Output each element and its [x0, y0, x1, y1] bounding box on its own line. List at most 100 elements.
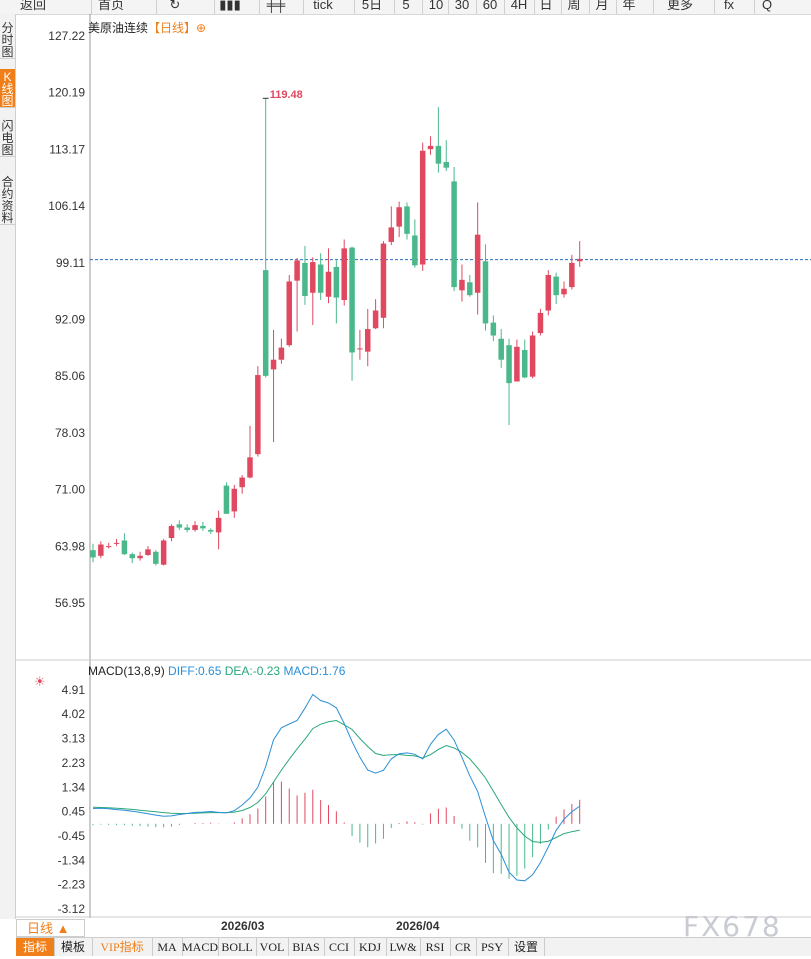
toolbar-item-15[interactable]: 年 — [616, 0, 641, 14]
candle-body — [545, 275, 552, 311]
candle-body — [231, 488, 238, 512]
indicator-tab-6[interactable]: VOL — [256, 938, 289, 956]
toolbar-item-12[interactable]: 日 — [534, 0, 557, 14]
indicator-tab-0[interactable]: 指标 — [16, 938, 55, 956]
add-circle-icon[interactable]: ⊕ — [196, 21, 207, 35]
toolbar-icon-4[interactable]: ╪╪ — [259, 0, 292, 14]
toolbar-item-7[interactable]: 5 — [394, 0, 417, 14]
macd-header: MACD(13,8,9) DIFF:0.65 DEA:-0.23 MACD:1.… — [88, 664, 345, 678]
watermark-logo: FX678 — [683, 910, 782, 943]
candle-body — [506, 345, 512, 384]
candle-body — [482, 261, 489, 324]
candle-body — [278, 347, 285, 360]
toolbar-item-13[interactable]: 周 — [561, 0, 586, 14]
price-tick-label: 120.19 — [48, 86, 85, 100]
candle-body — [294, 260, 300, 281]
x-axis-label-april: 2026/04 — [396, 919, 440, 933]
toolbar-item-11[interactable]: 4H — [504, 0, 533, 14]
macd-tick-label: -2.23 — [58, 878, 86, 892]
candle-body — [388, 227, 395, 242]
indicator-tab-5[interactable]: BOLL — [218, 938, 257, 956]
candle-body — [200, 525, 206, 529]
price-tick-label: 92.09 — [55, 312, 85, 326]
candle-body — [451, 181, 457, 288]
toolbar-item-0[interactable]: 返回 — [19, 0, 46, 12]
price-tick-label: 78.03 — [55, 426, 85, 440]
indicator-tab-10[interactable]: LW& — [386, 938, 421, 956]
indicator-tab-13[interactable]: PSY — [476, 938, 509, 956]
candle-body — [435, 145, 442, 164]
left-tab-1[interactable]: K 线 图 — [0, 69, 15, 108]
toolbar-item-17[interactable]: fx — [714, 0, 743, 14]
toolbar-item-5[interactable]: tick — [303, 0, 342, 14]
settings-gear-icon[interactable]: ☀ — [34, 674, 46, 689]
indicator-tab-7[interactable]: BIAS — [288, 938, 325, 956]
toolbar-item-16[interactable]: 更多 — [653, 0, 706, 14]
candle-body — [365, 329, 371, 352]
indicator-tab-9[interactable]: KDJ — [354, 938, 387, 956]
toolbar-item-1[interactable]: 首页 — [91, 0, 130, 14]
candle-body — [427, 145, 434, 150]
candle-body — [404, 206, 410, 234]
candle-body — [459, 279, 465, 291]
macd-tick-label: 2.23 — [62, 756, 86, 770]
macd-tick-label: 3.13 — [62, 731, 86, 745]
dea-line — [92, 719, 580, 843]
candle-body — [247, 457, 253, 478]
candle-body — [419, 150, 426, 265]
price-tick-label: 106.14 — [48, 199, 85, 213]
macd-tick-label: 4.91 — [62, 683, 86, 697]
kline-chart[interactable]: 127.22 120.19 113.17 106.14 99.11 92.09 85.06 7… — [16, 14, 811, 918]
peak-price-label: 119.48 — [269, 89, 303, 102]
indicator-tab-14[interactable]: 设置 — [508, 938, 545, 956]
candle-body — [192, 525, 198, 530]
left-tab-0[interactable]: 分 时 图 — [0, 21, 15, 59]
price-tick-label: 71.00 — [55, 483, 85, 497]
candle-body — [310, 262, 316, 293]
candle-body — [223, 485, 230, 514]
candle-body — [576, 258, 583, 262]
indicator-tab-8[interactable]: CCI — [324, 938, 355, 956]
macd-name: MACD(13,8,9) — [88, 664, 165, 678]
candle-body — [129, 554, 135, 559]
toolbar-icon-3[interactable]: ▮▮▮ — [214, 0, 245, 14]
toolbar-item-6[interactable]: 5日 — [354, 0, 389, 14]
indicator-tab-4[interactable]: MACD — [182, 938, 219, 956]
candle-body — [153, 551, 159, 564]
candle-body — [569, 262, 575, 288]
indicator-tab-12[interactable]: CR — [450, 938, 477, 956]
toolbar-item-8[interactable]: 10 — [422, 0, 449, 14]
candle-body — [137, 555, 143, 559]
price-tick-label: 56.95 — [55, 596, 85, 610]
indicator-tab-3[interactable]: MA — [152, 938, 183, 956]
toolbar-item-10[interactable]: 60 — [476, 0, 503, 14]
candle-body — [537, 312, 544, 334]
toolbar-item-18[interactable]: Q — [754, 0, 779, 14]
candle-body — [286, 281, 292, 346]
chart-area[interactable]: 127.22 120.19 113.17 106.14 99.11 92.09 85.06 7… — [16, 14, 811, 933]
candle-body — [215, 517, 222, 533]
indicator-tab-1[interactable]: 模板 — [54, 938, 93, 956]
candle-body — [514, 346, 520, 382]
left-tab-2[interactable]: 闪 电 图 — [0, 119, 15, 157]
toolbar-item-9[interactable]: 30 — [448, 0, 475, 14]
toolbar: 返回 首页 ↻ ▮▮▮ ╪╪ tick 5日 5 10 30 60 4H 日周月年更多 fx Q — [0, 0, 811, 15]
indicator-tab-11[interactable]: RSI — [420, 938, 451, 956]
candle-body — [341, 248, 347, 301]
period-select-button[interactable]: 日线 ▲ — [16, 919, 85, 937]
indicator-tab-2[interactable]: VIP指标 — [92, 938, 153, 956]
period-label[interactable]: 【日线】 — [148, 21, 197, 35]
candle-body — [302, 262, 308, 296]
price-tick-label: 63.98 — [55, 539, 85, 553]
candle-body — [145, 549, 151, 555]
chart-title: 美原油连续【日线】⊕ — [88, 19, 206, 36]
toolbar-item-14[interactable]: 月 — [589, 0, 614, 14]
candle-body — [121, 540, 128, 555]
candle-body — [325, 271, 332, 297]
macd-value: MACD:1.76 — [283, 664, 346, 678]
candle-body — [160, 540, 167, 565]
left-tab-3[interactable]: 合 约 资 料 — [0, 175, 15, 225]
candle-body — [412, 235, 418, 266]
toolbar-icon-2[interactable]: ↻ — [156, 0, 193, 14]
candle-body — [490, 322, 497, 336]
